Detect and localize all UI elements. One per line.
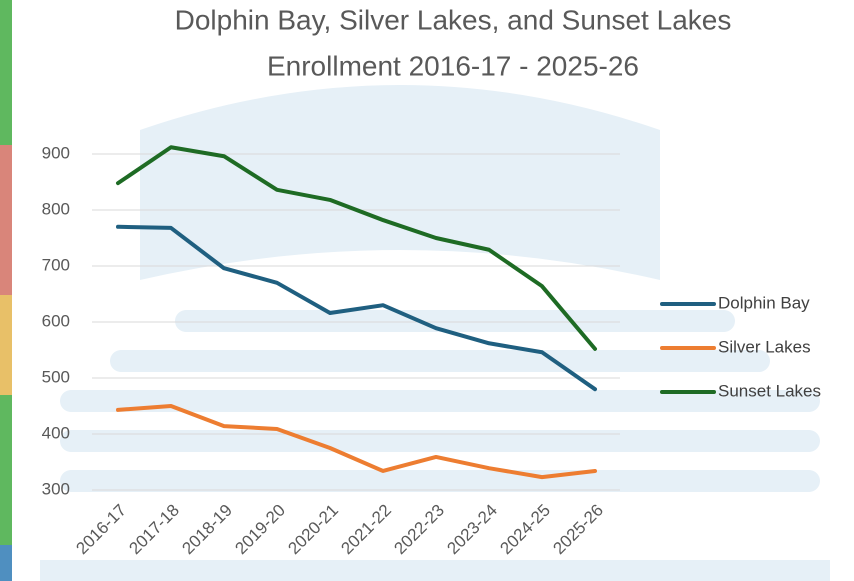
legend-label: Silver Lakes [718, 337, 811, 356]
series-line [116, 224, 597, 392]
y-tick-label: 300 [42, 479, 70, 498]
legend-label: Dolphin Bay [718, 293, 810, 312]
chart-subtitle: Enrollment 2016-17 - 2025-26 [267, 50, 639, 81]
y-tick-label: 900 [42, 143, 70, 162]
series-line [116, 404, 597, 480]
y-tick-label: 800 [42, 199, 70, 218]
y-tick-label: 400 [42, 423, 70, 442]
chart-title: Dolphin Bay, Silver Lakes, and Sunset La… [175, 4, 732, 35]
y-tick-label: 700 [42, 255, 70, 274]
series-line [116, 145, 597, 351]
y-tick-label: 600 [42, 311, 70, 330]
y-tick-label: 500 [42, 367, 70, 386]
legend-label: Sunset Lakes [718, 381, 821, 400]
